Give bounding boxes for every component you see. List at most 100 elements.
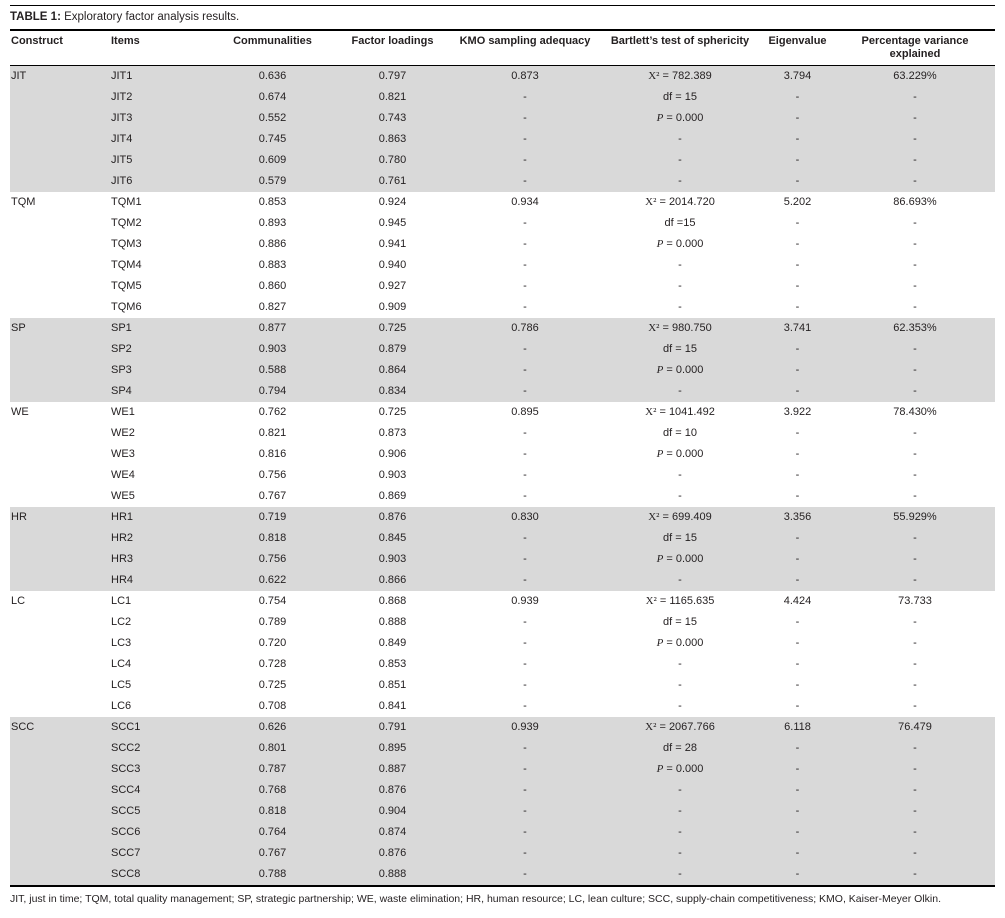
value-cell: -: [760, 864, 835, 886]
value-cell: -: [913, 469, 917, 481]
construct-cell: [10, 339, 110, 360]
table-footnote: JIT, just in time; TQM, total quality ma…: [10, 893, 941, 905]
item-cell: JIT4: [110, 129, 210, 150]
table-row: HR4 0.622 0.866- - - -: [10, 570, 995, 591]
value-cell: -: [450, 129, 600, 150]
item-cell: LC2: [111, 616, 132, 628]
value-cell: 0.874: [335, 822, 450, 843]
value-cell: 0.834: [335, 381, 450, 402]
chi-square-symbol: X²: [645, 721, 657, 733]
item-cell: TQM6: [111, 301, 142, 313]
value-cell: -: [795, 637, 800, 649]
construct-cell: [10, 423, 110, 444]
value-cell: -: [600, 780, 760, 801]
table-row: LC6 0.708 0.841 - - - -: [10, 696, 995, 717]
construct-cell: JIT: [10, 65, 110, 87]
chi-square-symbol: X²: [645, 595, 657, 607]
value-cell: 0.754: [258, 595, 287, 607]
value-cell: 0.895: [511, 406, 539, 418]
value-cell: -: [523, 217, 527, 229]
value-cell: df =15: [664, 217, 696, 229]
item-cell: TQM5: [111, 280, 142, 292]
value-cell: 0.863: [335, 129, 450, 150]
value-cell: 0.903: [210, 339, 335, 360]
construct-cell: [10, 843, 110, 864]
value-cell: 0.868: [378, 595, 407, 607]
value-cell: 0.767: [210, 843, 335, 864]
table-row: TQM6 0.827 0.909 - - - -: [10, 297, 995, 318]
value-cell: 0.786: [450, 318, 600, 339]
value-cell: -: [760, 738, 835, 759]
construct-cell: LC: [11, 595, 26, 607]
value-cell: -: [835, 339, 995, 360]
value-cell: df = 15: [600, 339, 760, 360]
value-cell: -: [835, 822, 995, 843]
value-cell: 0.728: [258, 658, 287, 670]
table-row: TQM3 0.886 0.941 - P = 0.000 - -: [10, 234, 995, 255]
group-we: WE WE1 0.762 0.725 0.895 X² = 1041.492 3.922 78…: [10, 402, 995, 507]
construct-cell: [10, 87, 110, 108]
value-cell: -: [835, 549, 995, 570]
value-cell: -: [450, 528, 600, 549]
value-cell: X² = 1041.492: [645, 406, 715, 418]
table-row: SCC SCC1 0.626 0.791 0.939 X² = 2067.766 6.118…: [10, 717, 995, 738]
value-cell: 0.879: [335, 339, 450, 360]
table-row: HR2 0.818 0.845- df = 15- -: [10, 528, 995, 549]
value-cell: -: [523, 427, 527, 439]
value-cell: -: [913, 427, 917, 439]
value-cell: P = 0.000: [600, 108, 760, 129]
value-cell: P = 0.000: [600, 759, 760, 780]
value-cell: -: [835, 738, 995, 759]
value-cell: 0.888: [378, 616, 407, 628]
value-cell: 0.552: [210, 108, 335, 129]
table-row: WE WE1 0.762 0.725 0.895 X² = 1041.492 3.922 78…: [10, 402, 995, 423]
value-cell: -: [835, 528, 995, 549]
value-cell: 0.873: [450, 65, 600, 87]
header-cell: Construct: [10, 31, 110, 66]
value-cell: -: [450, 738, 600, 759]
value-cell: 0.579: [210, 171, 335, 192]
table-row: TQM2 0.893 0.945 - df =15 - -: [10, 213, 995, 234]
value-cell: 0.761: [335, 171, 450, 192]
value-cell: 0.756: [210, 549, 335, 570]
value-cell: X² = 699.409: [600, 507, 760, 528]
table-row: JIT3 0.552 0.743- P = 0.000- -: [10, 108, 995, 129]
table-row: SCC5 0.818 0.904- - - -: [10, 801, 995, 822]
table-row: WE4 0.756 0.903 - - - -: [10, 465, 995, 486]
table-row: SCC3 0.787 0.887- P = 0.000- -: [10, 759, 995, 780]
item-cell: SCC8: [110, 864, 210, 886]
table-row: LC5 0.725 0.851 - - - -: [10, 675, 995, 696]
value-cell: -: [450, 150, 600, 171]
value-cell: -: [450, 570, 600, 591]
value-cell: -: [600, 864, 760, 886]
value-cell: -: [450, 843, 600, 864]
value-cell: 0.849: [378, 637, 407, 649]
value-cell: -: [760, 360, 835, 381]
item-cell: WE5: [111, 490, 135, 502]
item-cell: SCC4: [110, 780, 210, 801]
value-cell: 0.780: [335, 150, 450, 171]
value-cell: P = 0.000: [656, 448, 704, 460]
chi-square-symbol: X²: [645, 196, 657, 208]
value-cell: -: [835, 150, 995, 171]
table-row: SP4 0.794 0.834- - - -: [10, 381, 995, 402]
value-cell: -: [760, 129, 835, 150]
table-caption: Exploratory factor analysis results.: [60, 11, 240, 23]
value-cell: 76.479: [835, 717, 995, 738]
construct-cell: [10, 759, 110, 780]
table-row: LC4 0.728 0.853 - - - -: [10, 654, 995, 675]
construct-cell: [10, 780, 110, 801]
header-cell: Bartlett’s test of sphericity: [600, 31, 760, 66]
item-cell: SCC6: [110, 822, 210, 843]
item-cell: LC1: [111, 595, 132, 607]
value-cell: -: [835, 780, 995, 801]
value-cell: -: [600, 171, 760, 192]
construct-cell: SP: [10, 318, 110, 339]
value-cell: 0.791: [335, 717, 450, 738]
value-cell: 0.876: [335, 507, 450, 528]
value-cell: -: [523, 679, 527, 691]
value-cell: -: [760, 570, 835, 591]
value-cell: -: [760, 780, 835, 801]
value-cell: 5.202: [783, 196, 812, 208]
